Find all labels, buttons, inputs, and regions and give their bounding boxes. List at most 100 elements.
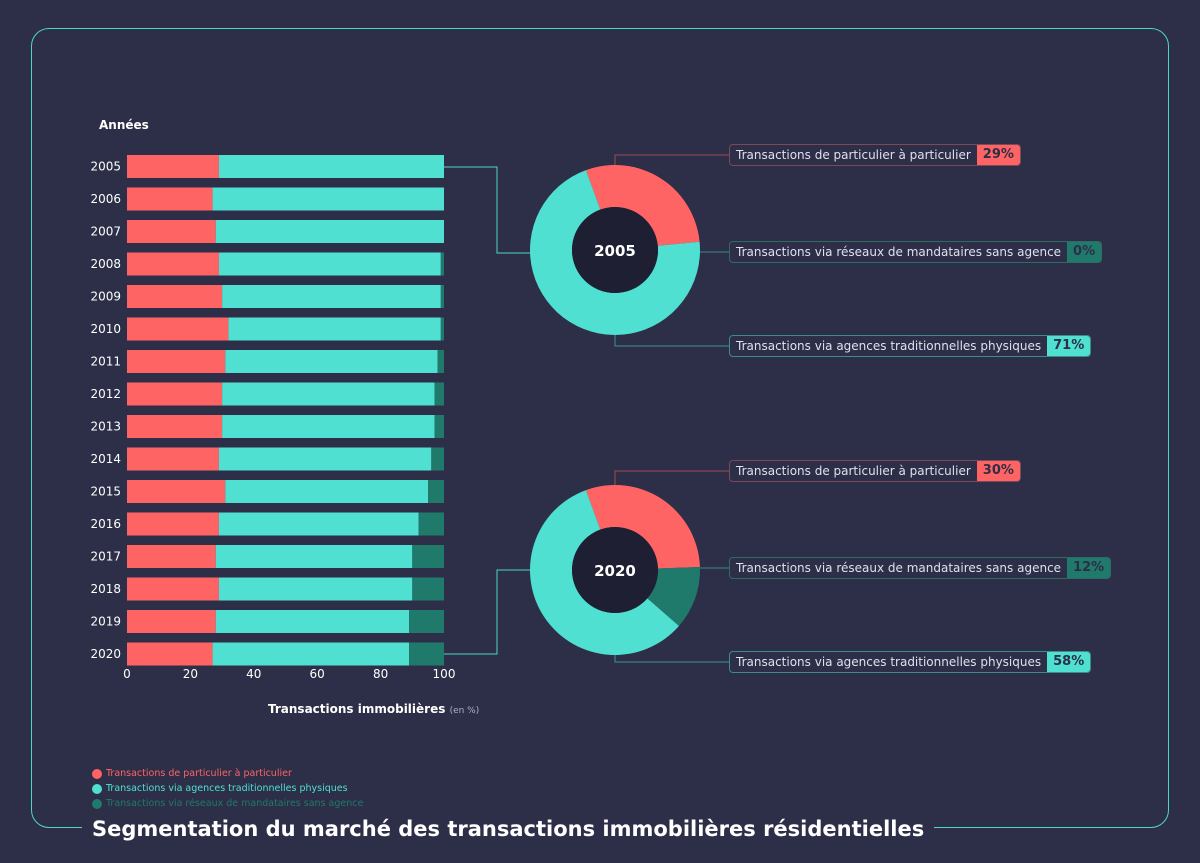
bar-2018-agences: [218, 577, 413, 601]
x-tick-60: 60: [310, 667, 325, 681]
bar-2016-mandataires: [418, 512, 444, 536]
callout-value: 0%: [1067, 242, 1102, 262]
callout-2020-mandataires: Transactions via réseaux de mandataires …: [729, 557, 1112, 579]
callout-label: Transactions via agences traditionnelles…: [736, 339, 1042, 353]
x-tick-80: 80: [373, 667, 388, 681]
year-label-2014: 2014: [90, 452, 121, 466]
bar-2008-mandataires: [440, 252, 444, 276]
year-label-2018: 2018: [90, 582, 121, 596]
callout-value: 12%: [1067, 558, 1111, 578]
bar-2015-agences: [225, 480, 429, 503]
bar-2006-agences: [212, 187, 444, 211]
bar-2011-agences: [225, 350, 438, 373]
bar-2005-agences: [218, 155, 444, 178]
x-tick-20: 20: [183, 667, 198, 681]
year-label-2016: 2016: [90, 517, 121, 531]
bar-2007-agences: [215, 220, 444, 243]
callout-label: Transactions de particulier à particulie…: [736, 148, 971, 162]
bar-2015-particulier: [127, 480, 226, 503]
year-label-2012: 2012: [90, 387, 121, 401]
callout-label: Transactions via réseaux de mandataires …: [736, 245, 1062, 259]
connector-2005: [444, 166, 530, 254]
bar-2010-particulier: [127, 317, 229, 341]
bar-2015-mandataires: [428, 480, 444, 503]
legend-item-mandataires: Transactions via réseaux de mandataires …: [92, 796, 363, 811]
legend-dot-agences: [92, 783, 102, 794]
bar-2012-mandataires: [434, 382, 444, 406]
leader-line-particulier-2005: [614, 154, 730, 165]
leader-line-agences-2005: [614, 335, 730, 347]
donut-2020-slice-mandataires: [647, 567, 700, 626]
legend-label-mandataires: Transactions via réseaux de mandataires …: [106, 798, 364, 809]
callout-2005-particulier: Transactions de particulier à particulie…: [729, 144, 1021, 166]
callout-label: Transactions via réseaux de mandataires …: [736, 561, 1062, 575]
bar-2009-particulier: [127, 285, 223, 308]
donut-center-label-2005: 2005: [594, 242, 636, 260]
bar-2014-mandataires: [431, 447, 444, 471]
legend-item-particulier: Transactions de particulier à particulie…: [92, 766, 363, 781]
year-label-2013: 2013: [90, 420, 121, 434]
leader-line-agences-2020: [614, 655, 730, 663]
callout-2020-particulier: Transactions de particulier à particulie…: [729, 460, 1021, 482]
bar-2010-agences: [228, 317, 441, 341]
bar-2009-agences: [222, 285, 441, 308]
year-label-2020: 2020: [90, 647, 121, 661]
bar-2008-particulier: [127, 252, 219, 276]
bar-2018-particulier: [127, 577, 219, 601]
bar-2020-mandataires: [409, 642, 444, 666]
x-axis-title: Transactions immobilières (en %): [268, 702, 479, 716]
legend-dot-mandataires: [92, 798, 102, 809]
year-label-2008: 2008: [90, 257, 121, 271]
bar-2017-mandataires: [412, 545, 444, 568]
year-label-2010: 2010: [90, 322, 121, 336]
donut-2020-slice-particulier: [585, 485, 700, 569]
bar-2014-particulier: [127, 447, 219, 471]
year-label-2006: 2006: [90, 192, 121, 206]
x-tick-40: 40: [246, 667, 261, 681]
bar-2018-mandataires: [412, 577, 444, 601]
page-title: Segmentation du marché des transactions …: [82, 812, 935, 846]
year-label-2011: 2011: [90, 355, 121, 369]
year-label-2009: 2009: [90, 290, 121, 304]
leader-line-particulier-2020: [614, 470, 730, 485]
bar-2017-agences: [215, 545, 413, 568]
bar-2014-agences: [218, 447, 432, 471]
bar-2012-agences: [222, 382, 435, 406]
bar-2013-particulier: [127, 415, 223, 438]
bar-2011-mandataires: [437, 350, 444, 373]
donut-2020-slice-agences: [530, 490, 679, 656]
bar-2013-mandataires: [434, 415, 444, 438]
bar-2007-particulier: [127, 220, 216, 243]
legend-label-particulier: Transactions de particulier à particulie…: [106, 768, 292, 779]
bar-2006-particulier: [127, 187, 213, 211]
legend-label-agences: Transactions via agences traditionnelles…: [106, 783, 348, 794]
bar-2013-agences: [222, 415, 435, 438]
callout-value: 71%: [1047, 336, 1091, 356]
year-label-2015: 2015: [90, 485, 121, 499]
bar-2019-particulier: [127, 610, 216, 633]
bar-2011-particulier: [127, 350, 226, 373]
year-label-2007: 2007: [90, 225, 121, 239]
bar-2020-agences: [212, 642, 410, 666]
bar-2016-agences: [218, 512, 419, 536]
callout-label: Transactions de particulier à particulie…: [736, 464, 971, 478]
x-tick-0: 0: [123, 667, 131, 681]
callout-value: 58%: [1047, 652, 1091, 672]
y-axis-title: Années: [99, 118, 149, 132]
callout-value: 29%: [976, 145, 1020, 165]
legend-item-agences: Transactions via agences traditionnelles…: [92, 781, 363, 796]
bar-2008-agences: [218, 252, 441, 276]
year-label-2005: 2005: [90, 160, 121, 174]
callout-label: Transactions via agences traditionnelles…: [736, 655, 1042, 669]
bar-2019-mandataires: [409, 610, 444, 633]
legend-dot-particulier: [92, 768, 102, 779]
bar-2017-particulier: [127, 545, 216, 568]
callout-2020-agences: Transactions via agences traditionnelles…: [729, 651, 1092, 673]
year-label-2017: 2017: [90, 550, 121, 564]
year-label-2019: 2019: [90, 615, 121, 629]
donut-hole-2020: [572, 527, 658, 613]
bar-2012-particulier: [127, 382, 223, 406]
donut-hole-2005: [572, 207, 658, 293]
